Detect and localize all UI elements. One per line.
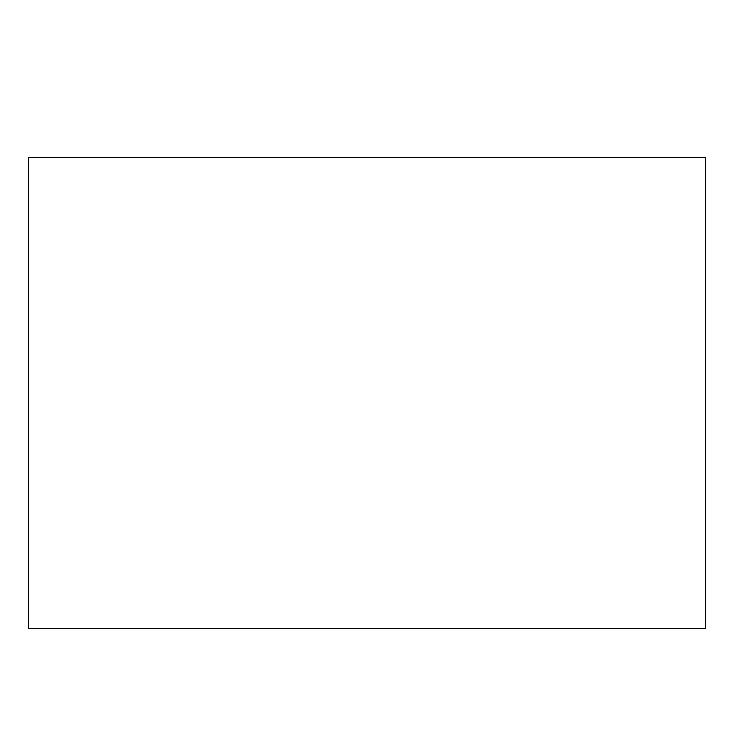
map-plot-area[interactable] — [28, 157, 706, 629]
header-line-2 — [0, 20, 740, 38]
map-canvas — [29, 158, 705, 628]
header-line-1 — [0, 2, 740, 20]
footer-block — [0, 695, 740, 735]
header-block — [0, 0, 740, 140]
